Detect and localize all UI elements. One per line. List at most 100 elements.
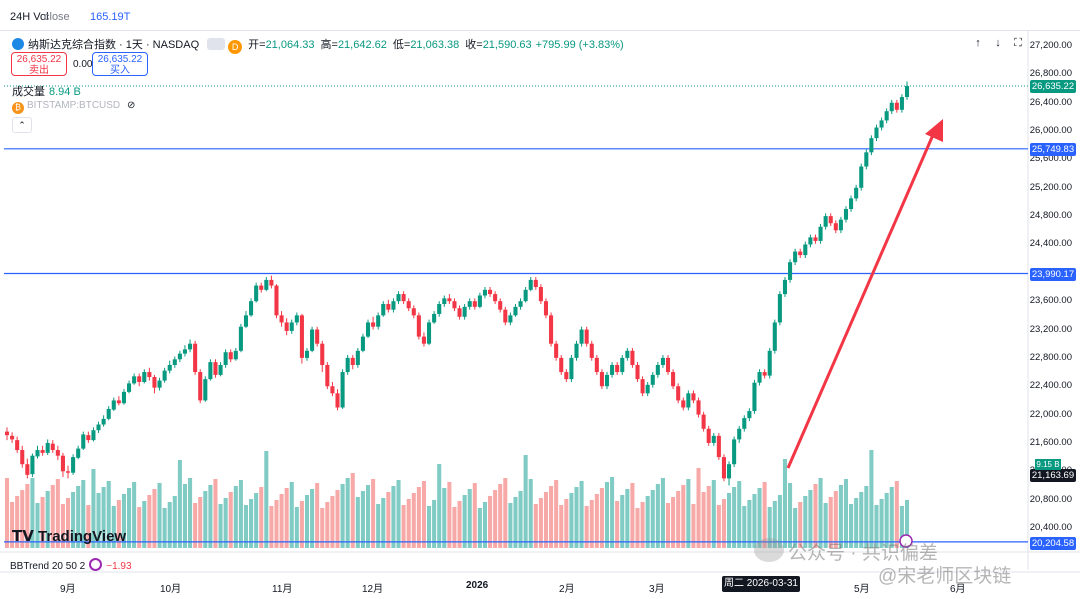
- x-tick-label: 12月: [362, 584, 384, 595]
- high-value: 21,642.62: [337, 39, 387, 51]
- candle-body: [498, 301, 503, 310]
- candle-body: [177, 353, 182, 360]
- vol-value: 165.19T: [90, 11, 131, 23]
- y-tick-label: 20,800.00: [1029, 493, 1072, 505]
- candle-body: [345, 357, 350, 373]
- volume-bar: [706, 486, 711, 548]
- low-value: 21,063.38: [410, 39, 460, 51]
- volume-bar: [767, 507, 772, 548]
- watermark-right: @宋老师区块链: [878, 566, 1012, 587]
- flag-icon[interactable]: [207, 38, 226, 50]
- candle-body: [264, 279, 269, 290]
- candle-body: [757, 372, 762, 383]
- volume-bar: [732, 487, 737, 548]
- volume-bar: [772, 501, 777, 548]
- btc-overlay-legend[interactable]: ₿ BITSTAMP:BTCUSD ⊘: [12, 100, 135, 114]
- candle-body: [269, 279, 274, 286]
- volume-bar: [782, 459, 787, 548]
- y-tick-label: 20,400.00: [1029, 522, 1072, 533]
- candle-body: [40, 450, 45, 453]
- candle-body: [335, 393, 340, 408]
- volume-bar: [147, 495, 152, 548]
- candle-body: [315, 329, 320, 344]
- candle-body: [528, 279, 533, 290]
- volume-bar: [20, 490, 25, 548]
- high-label: 高=: [320, 39, 338, 51]
- change-value: +795.99 (+3.83%): [535, 39, 624, 51]
- volume-bar: [620, 495, 625, 548]
- candle-body: [35, 450, 40, 457]
- volume-bar: [477, 508, 482, 548]
- volume-bar: [696, 468, 701, 548]
- symbol-title[interactable]: 纳斯达克综合指数 · 1天 · NASDAQ: [28, 39, 200, 51]
- volume-value: 8.94 B: [49, 86, 81, 98]
- x-tick-label: 5月: [854, 584, 870, 595]
- volume-bar: [543, 492, 549, 548]
- eye-hidden-icon[interactable]: ⊘: [126, 100, 136, 111]
- candle-body: [381, 304, 386, 316]
- volume-bar: [213, 479, 218, 548]
- candle-body: [193, 343, 198, 373]
- volume-bar: [208, 485, 213, 548]
- candle-body: [330, 386, 335, 394]
- y-tick-label: 22,000.00: [1029, 408, 1072, 420]
- volume-bar: [177, 460, 182, 548]
- move-up-button[interactable]: ↑: [975, 37, 981, 49]
- candle-body: [340, 372, 345, 408]
- candle-body: [864, 152, 869, 167]
- collapse-legend-button[interactable]: ⌃: [12, 117, 32, 133]
- volume-bar: [274, 500, 279, 548]
- volume-bar: [86, 505, 91, 548]
- trend-arrow-head: [925, 119, 943, 142]
- volume-bar: [406, 499, 411, 548]
- indicator-legend[interactable]: BBTrend 20 50 2 −1.93: [10, 558, 132, 572]
- indicator-settings-icon[interactable]: [89, 558, 103, 571]
- volume-bar: [4, 478, 10, 548]
- candle-body: [157, 380, 162, 388]
- move-down-button[interactable]: ↓: [995, 37, 1001, 49]
- candle-body: [721, 457, 726, 479]
- volume-bar: [691, 504, 696, 548]
- volume-bar: [40, 497, 45, 548]
- candle-body: [284, 322, 289, 331]
- candle-body: [752, 382, 757, 412]
- volume-bar: [355, 497, 360, 548]
- candle-body: [45, 442, 50, 453]
- volume-bar: [442, 488, 447, 548]
- sell-button[interactable]: 26,635.22 卖出: [11, 52, 67, 76]
- volume-bar: [843, 479, 849, 548]
- volume-bar: [899, 506, 904, 548]
- volume-bar: [320, 508, 325, 548]
- volume-bar: [533, 504, 538, 548]
- volume-bar: [411, 493, 416, 548]
- candle-body: [320, 343, 325, 365]
- candle-body: [899, 97, 904, 110]
- candle-body: [218, 364, 223, 375]
- volume-bar: [503, 478, 508, 548]
- volume-bar: [325, 502, 330, 548]
- volume-bar: [340, 484, 345, 548]
- volume-legend[interactable]: 成交量 8.94 B: [12, 83, 81, 99]
- volume-bar: [808, 490, 813, 548]
- candle-body: [554, 343, 559, 358]
- candle-body: [889, 102, 894, 112]
- maximize-button[interactable]: ⛶: [1014, 37, 1022, 49]
- candle-body: [513, 306, 518, 316]
- volume-bar: [798, 502, 803, 548]
- buy-button[interactable]: 26,635.22 买入: [92, 52, 148, 76]
- candle-body: [259, 285, 264, 290]
- hline-upper-tag: 25,749.83: [1030, 143, 1076, 156]
- symbol-legend: 纳斯达克综合指数 · 1天 · NASDAQ D 开=21,064.33 高=21,6…: [12, 36, 624, 54]
- open-label: 开=: [248, 39, 266, 51]
- candle-body: [584, 329, 589, 344]
- candle-body: [594, 357, 599, 373]
- close-label: 收=: [465, 39, 483, 51]
- candle-body: [50, 443, 55, 451]
- volume-bar: [304, 495, 310, 548]
- x-tick-label: 3月: [649, 584, 665, 595]
- volume-bar: [549, 486, 554, 548]
- volume-bar: [111, 506, 116, 548]
- candle-body: [142, 372, 147, 382]
- candle-body: [223, 352, 228, 365]
